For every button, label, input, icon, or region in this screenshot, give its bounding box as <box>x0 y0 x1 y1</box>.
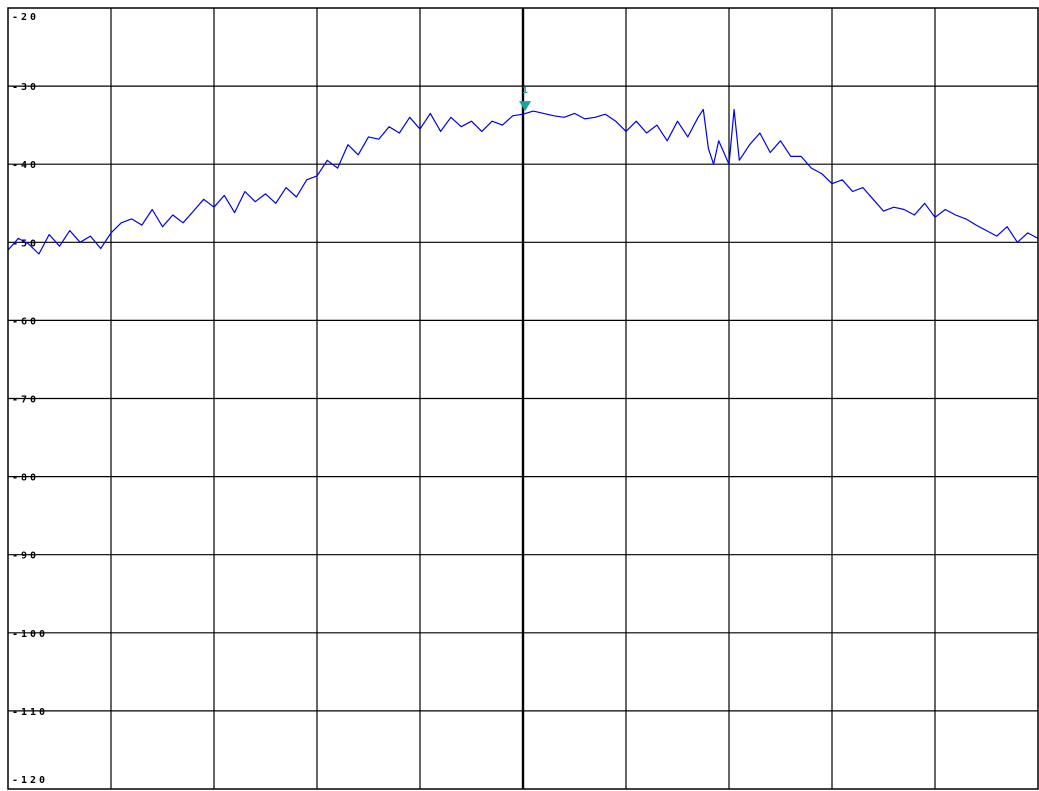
y-tick-label: -120 <box>12 775 48 786</box>
y-tick-label: -40 <box>12 160 39 171</box>
y-tick-label: -60 <box>12 316 39 327</box>
y-tick-label: -90 <box>12 551 39 562</box>
y-tick-labels: -20 -30 -40 -50 -60 -70 -80 -90 -100 -110 -120 <box>12 12 48 786</box>
y-tick-label: -100 <box>12 629 48 640</box>
y-tick-label: -50 <box>12 238 39 249</box>
marker-triangle-icon <box>519 101 532 112</box>
y-tick-label: -70 <box>12 395 39 406</box>
y-tick-label: -20 <box>12 12 39 23</box>
marker-label: 1 <box>522 86 527 96</box>
grid-lines <box>8 8 1038 789</box>
marker-1: 1 <box>519 86 532 112</box>
series-trace-line <box>7 108 1039 255</box>
plot-frame <box>7 7 1039 790</box>
y-tick-label: -80 <box>12 473 39 484</box>
y-tick-label: -110 <box>12 707 48 718</box>
y-tick-label: -30 <box>12 82 39 93</box>
